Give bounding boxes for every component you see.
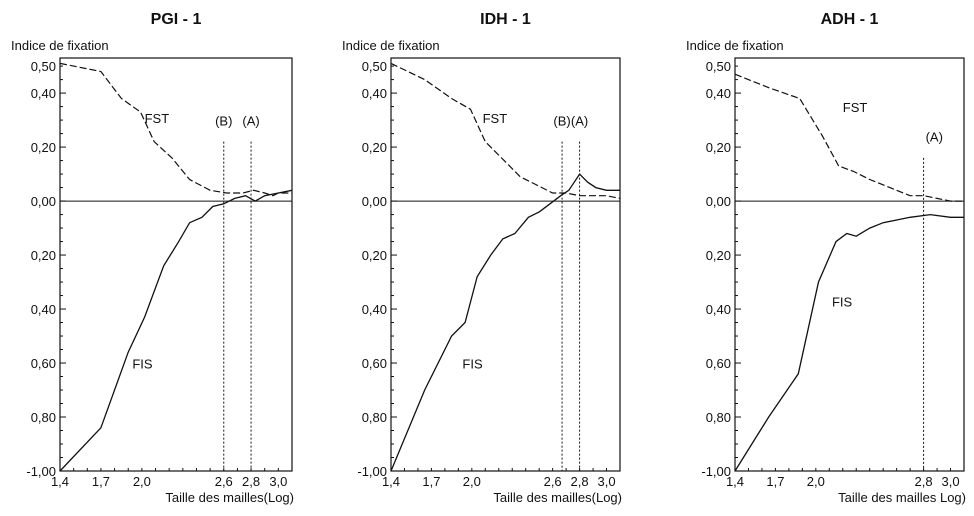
y-tick-label: -1,00 [26,464,56,479]
y-tick-label: 0,20 [31,248,56,263]
y-tick-label: 0,40 [362,302,387,317]
x-tick-label: 2,8 [915,474,933,489]
series-line-fst [734,73,964,202]
x-tick-label: 2,8 [571,474,589,489]
x-axis-label: Taille des mailles Log) [838,490,966,505]
y-tick-label: 0,80 [362,410,387,425]
annotation-label: (A) [926,130,943,145]
x-tick-label: 3,0 [269,474,287,489]
x-tick-label: 2,0 [463,474,481,489]
x-tick-label: 1,4 [726,474,744,489]
y-tick-label: 0,60 [362,356,387,371]
x-tick-label: 1,7 [766,474,784,489]
y-tick-label: 0,00 [31,194,56,209]
x-tick-label: 3,0 [597,474,615,489]
series-line-fis [390,173,620,472]
chart-title: IDH - 1 [480,11,531,28]
series-label-fst: FST [843,100,868,115]
x-axis-label: Taille des mailles(Log) [165,490,294,505]
y-tick-label: 0,40 [31,86,56,101]
y-axis-label: Indice de fixation [11,38,109,53]
y-tick-label: 0,60 [31,356,56,371]
chart-panel-2: IDH - 1 Indice de fixation 0,50 0,40 0,20 0,0… [342,11,622,505]
y-tick-label: 0,80 [31,410,56,425]
y-tick-label: 0,20 [362,140,387,155]
x-tick-label: 1,7 [422,474,440,489]
y-tick-label: 0,20 [362,248,387,263]
x-tick-label: 1,7 [92,474,110,489]
plot-frame [734,57,965,472]
y-tick-label: 0,00 [706,194,731,209]
x-tick-label: 1,4 [382,474,400,489]
x-tick-label: 2,6 [215,474,233,489]
y-axis-label: Indice de fixation [686,38,784,53]
y-tick-label: 0,60 [706,356,731,371]
y-tick-label: 0,40 [31,302,56,317]
chart-panel-3: ADH - 1 Indice de fixation 0,50 0,40 0,20 0,0… [686,11,966,505]
x-axis-label: Taille des mailles(Log) [493,490,622,505]
y-tick-label: 0,50 [706,59,731,74]
series-label-fis: FIS [132,356,153,371]
series-line-fst [390,62,621,199]
series-line-fst [59,62,292,197]
y-tick-label: -1,00 [357,464,387,479]
annotation-label: (B) [553,113,570,128]
chart-title: ADH - 1 [821,11,879,28]
x-tick-label: 2,8 [242,474,260,489]
y-axis-label: Indice de fixation [342,38,440,53]
y-tick-label: 0,20 [31,140,56,155]
y-tick-label: 0,20 [706,140,731,155]
x-tick-label: 1,4 [51,474,69,489]
x-tick-label: 2,6 [544,474,562,489]
y-tick-label: 0,50 [362,59,387,74]
y-tick-label: 0,00 [362,194,387,209]
series-label-fst: FST [145,111,170,126]
y-tick-label: 0,40 [706,302,731,317]
series-line-fis [59,189,293,472]
y-tick-label: 0,40 [362,86,387,101]
series-line-fis [734,213,964,472]
y-tick-label: 0,20 [706,248,731,263]
x-tick-label: 3,0 [941,474,959,489]
plot-frame [59,57,293,472]
chart-title: PGI - 1 [151,11,202,28]
x-tick-label: 2,0 [133,474,151,489]
annotation-label: (A) [571,113,588,128]
annotation-label: (A) [242,113,259,128]
x-tick-label: 2,0 [807,474,825,489]
series-label-fis: FIS [462,356,483,371]
y-tick-label: 0,50 [31,59,56,74]
series-label-fis: FIS [832,294,853,309]
plot-frame [390,57,621,472]
y-tick-label: -1,00 [701,464,731,479]
y-tick-label: 0,80 [706,410,731,425]
series-label-fst: FST [483,111,508,126]
y-tick-label: 0,40 [706,86,731,101]
annotation-label: (B) [215,113,232,128]
chart-panel-1: PGI - 1 Indice de fixation 0,50 0,40 0,20 0,0… [11,11,294,505]
